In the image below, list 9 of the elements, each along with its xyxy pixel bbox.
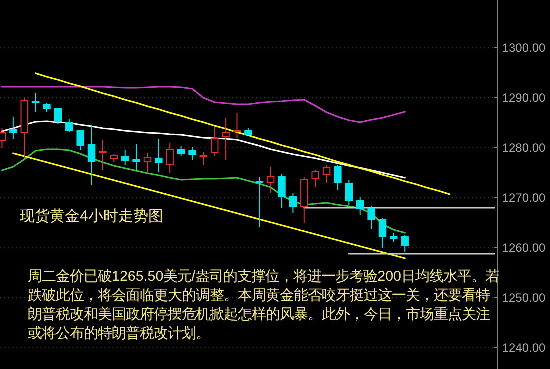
- y-tick-label: 1280.00: [502, 141, 546, 155]
- y-tick-label: 1260.00: [502, 241, 546, 255]
- y-tick-label: 1250.00: [502, 291, 546, 305]
- y-tick-label: 1290.00: [502, 91, 546, 105]
- y-tick-label: 1240.00: [502, 341, 546, 355]
- annotation: 周二金价已破1265.50美元/盎司的支撑位，将进一步考验200日均线水平。若跌破此位，将会面临更大的调整。本周黄金能否咬牙挺过这一关，还要看特朗普税改和美国政府停摆危机掀起怎样的风暴。此外，今日，市场重点关注或将公布的特朗普税改计划。: [28, 268, 500, 344]
- text: 现货黄金4小时走势图: [20, 208, 164, 225]
- y-tick-label: 1270.00: [502, 191, 546, 205]
- y-tick-label: 1300.00: [502, 41, 546, 55]
